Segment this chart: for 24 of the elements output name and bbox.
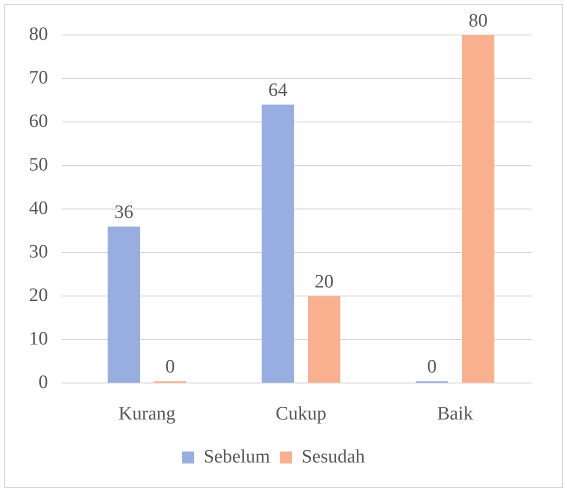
legend-label: Sebelum xyxy=(204,446,270,468)
bar xyxy=(108,226,140,383)
y-tick-label: 60 xyxy=(29,111,48,132)
data-label: 64 xyxy=(268,80,288,102)
y-tick-label: 40 xyxy=(29,198,48,220)
y-tick-label: 30 xyxy=(29,242,48,263)
y-tick-label: 50 xyxy=(29,154,48,176)
y-tick-label: 80 xyxy=(29,24,48,45)
bar xyxy=(462,35,494,383)
y-tick-label: 70 xyxy=(29,68,48,89)
data-label: 0 xyxy=(427,356,437,378)
bar xyxy=(262,104,294,383)
data-label: 36 xyxy=(114,202,134,223)
data-label: 20 xyxy=(314,272,334,293)
legend-label: Sesudah xyxy=(302,446,366,468)
y-tick-label: 20 xyxy=(29,285,48,306)
x-tick-label: Kurang xyxy=(118,404,176,425)
x-tick-label: Baik xyxy=(437,404,474,425)
data-label: 80 xyxy=(468,10,488,32)
bar xyxy=(308,296,340,383)
x-tick-label: Cukup xyxy=(276,404,326,425)
y-tick-label: 10 xyxy=(29,328,48,350)
y-tick-label: 0 xyxy=(38,372,48,394)
data-label: 0 xyxy=(165,356,175,378)
